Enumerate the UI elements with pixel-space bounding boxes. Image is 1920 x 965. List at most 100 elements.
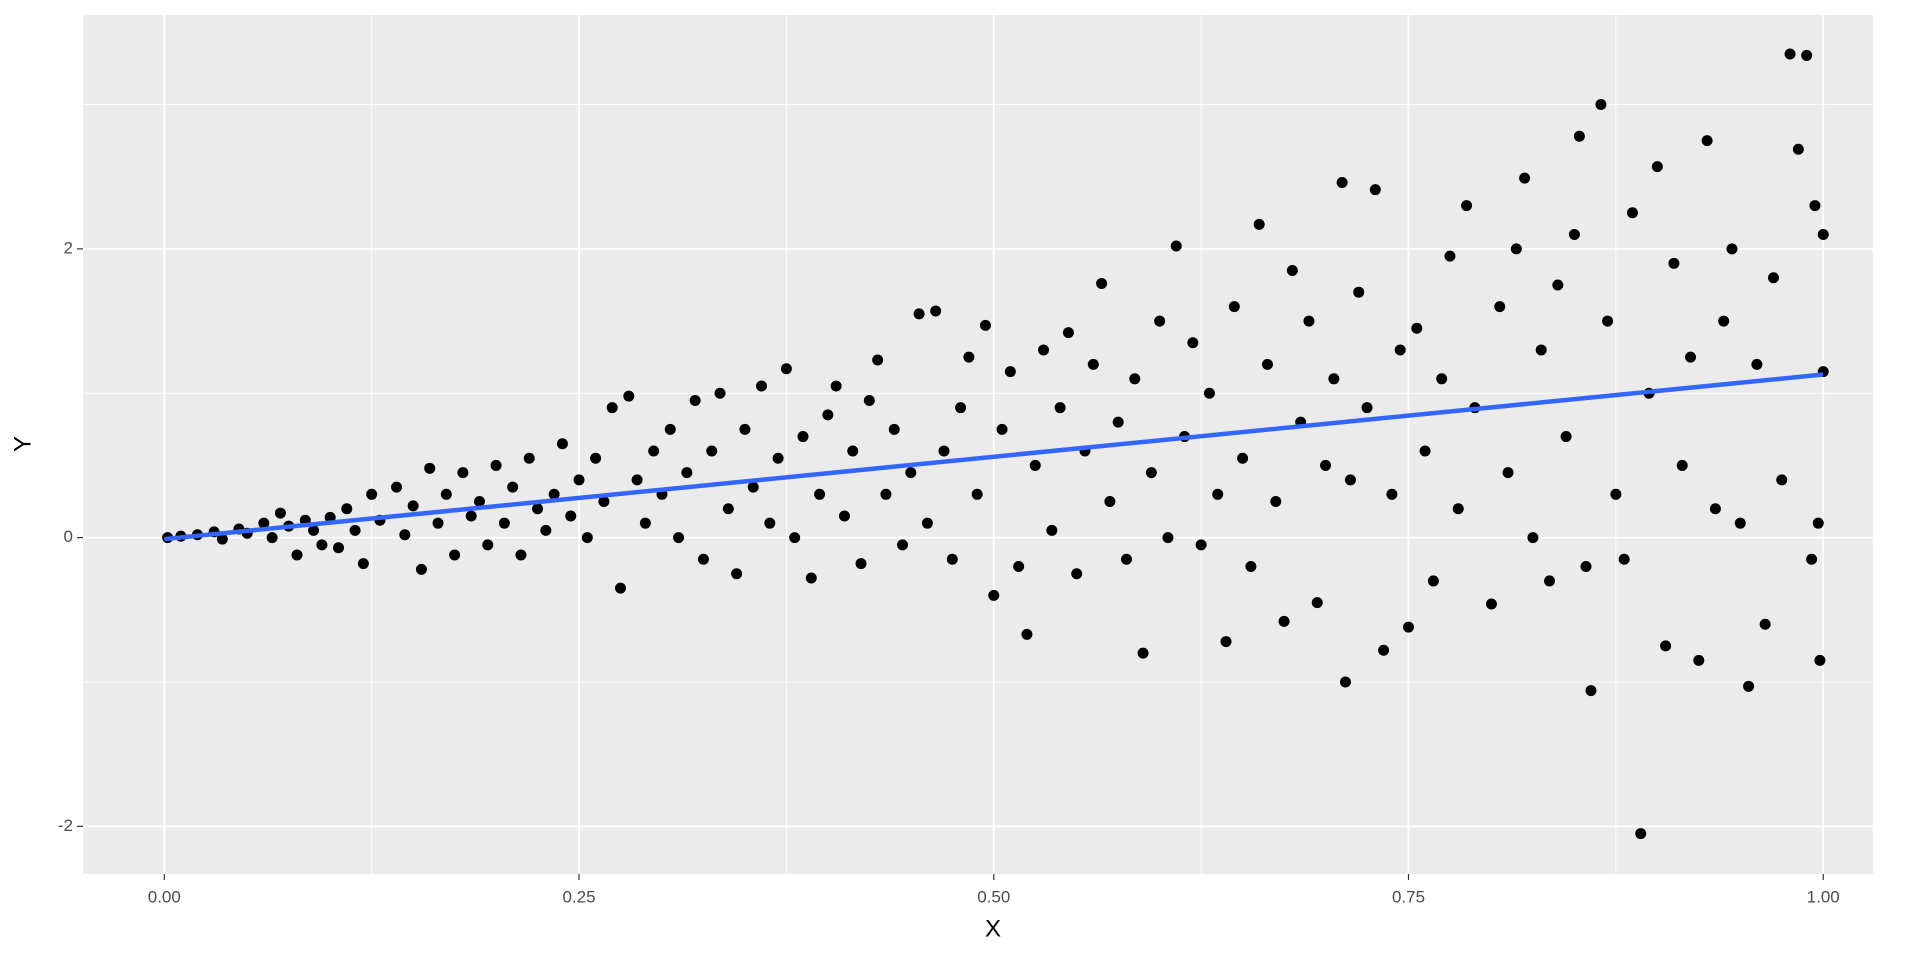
point [1535, 344, 1547, 356]
point [258, 517, 270, 529]
point [1718, 315, 1730, 327]
point [1328, 373, 1340, 385]
point [274, 507, 286, 519]
point [880, 488, 892, 500]
point [1054, 402, 1066, 414]
point [1154, 315, 1166, 327]
y-tick-label: 0 [64, 527, 73, 546]
point [1585, 685, 1597, 697]
x-axis-title: X [985, 915, 1001, 942]
point [648, 445, 660, 457]
point [1104, 496, 1116, 508]
point [1668, 257, 1680, 269]
point [1162, 532, 1174, 544]
point [1419, 445, 1431, 457]
point [731, 568, 743, 580]
point [814, 488, 826, 500]
point [498, 517, 510, 529]
point [1595, 99, 1607, 111]
y-tick-label: -2 [58, 816, 73, 835]
point [1096, 278, 1108, 290]
point [996, 423, 1008, 435]
point [1245, 560, 1257, 572]
point [1626, 207, 1638, 219]
point [465, 510, 477, 522]
point [1004, 366, 1016, 378]
point [1801, 49, 1813, 61]
point [1485, 598, 1497, 610]
x-tick-label: 0.75 [1392, 887, 1425, 906]
point [838, 510, 850, 522]
point [872, 354, 884, 366]
point [1580, 560, 1592, 572]
point [565, 510, 577, 522]
point [1071, 568, 1083, 580]
point [424, 462, 436, 474]
point [482, 539, 494, 551]
point [1087, 358, 1099, 370]
y-axis-title: Y [9, 436, 36, 452]
point [1767, 272, 1779, 284]
point [955, 402, 967, 414]
point [1237, 452, 1249, 464]
point [639, 517, 651, 529]
point [598, 496, 610, 508]
point [399, 529, 411, 541]
point [432, 517, 444, 529]
point [1806, 553, 1818, 565]
point [490, 459, 502, 471]
point [1519, 172, 1531, 184]
point [1759, 618, 1771, 630]
point [332, 542, 344, 554]
point [1378, 644, 1390, 656]
point [1145, 467, 1157, 479]
point [1452, 503, 1464, 515]
point [266, 532, 278, 544]
point [1618, 553, 1630, 565]
point [1195, 539, 1207, 551]
point [1029, 459, 1041, 471]
point [938, 445, 950, 457]
point [548, 488, 560, 500]
point [772, 452, 784, 464]
point [739, 423, 751, 435]
point [822, 409, 834, 421]
point [1544, 575, 1556, 587]
point [664, 423, 676, 435]
point [1709, 503, 1721, 515]
point [1046, 524, 1058, 536]
x-tick-label: 0.25 [562, 887, 595, 906]
point [573, 474, 585, 486]
x-tick-label: 1.00 [1807, 887, 1840, 906]
point [888, 423, 900, 435]
point [1212, 488, 1224, 500]
point [1792, 143, 1804, 155]
point [507, 481, 519, 493]
point [689, 394, 701, 406]
point [1734, 517, 1746, 529]
point [1311, 597, 1323, 609]
point [1502, 467, 1514, 479]
point [523, 452, 535, 464]
point [1651, 161, 1663, 173]
point [805, 572, 817, 584]
fit-line [164, 372, 1824, 542]
point [681, 467, 693, 479]
point [1461, 200, 1473, 212]
point [1602, 315, 1614, 327]
point [1776, 474, 1788, 486]
point [1784, 48, 1796, 60]
point [1427, 575, 1439, 587]
point [1013, 560, 1025, 572]
point [415, 563, 427, 575]
point [697, 553, 709, 565]
point [905, 467, 917, 479]
point [1137, 647, 1149, 659]
point [1635, 828, 1647, 840]
x-tick-label: 0.50 [977, 887, 1010, 906]
point [722, 503, 734, 515]
point [1527, 532, 1539, 544]
point [449, 549, 461, 561]
point [590, 452, 602, 464]
